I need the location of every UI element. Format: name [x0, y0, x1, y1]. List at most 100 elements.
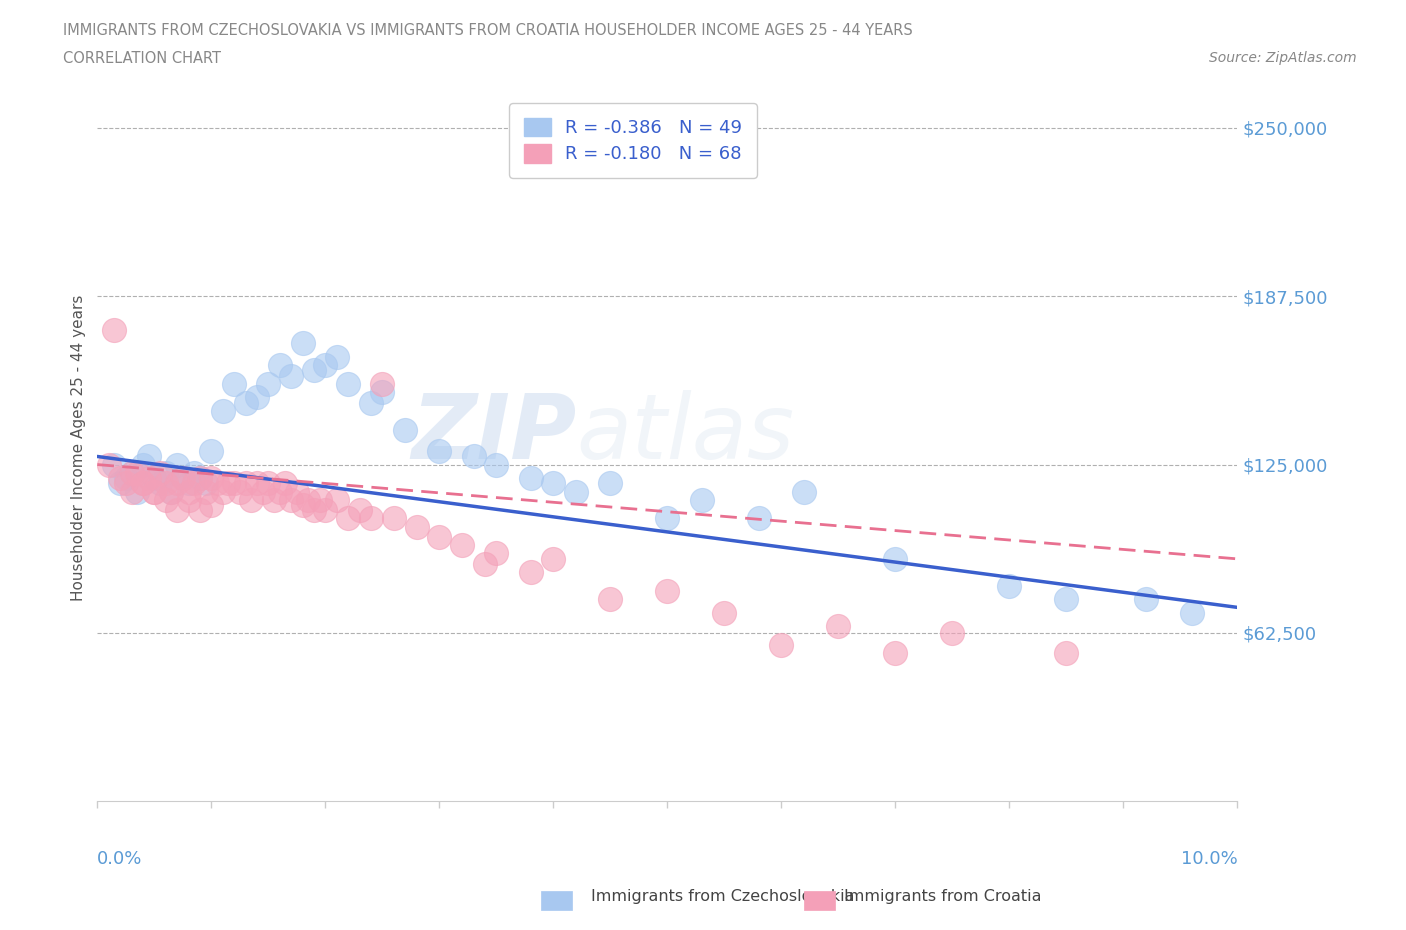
Point — [108, 476, 131, 491]
Point — [770, 638, 793, 653]
Point — [155, 492, 177, 507]
Point — [138, 471, 160, 485]
Point — [132, 476, 155, 491]
Point — [337, 511, 360, 525]
Point — [451, 538, 474, 552]
Point — [349, 503, 371, 518]
Point — [166, 503, 188, 518]
Text: 0.0%: 0.0% — [97, 850, 143, 868]
Text: 10.0%: 10.0% — [1181, 850, 1237, 868]
Point — [97, 458, 120, 472]
Point — [382, 511, 405, 525]
Point — [166, 458, 188, 472]
Point — [405, 519, 427, 534]
Point — [240, 492, 263, 507]
Point — [302, 503, 325, 518]
Point — [257, 377, 280, 392]
Point — [485, 546, 508, 561]
Point — [748, 511, 770, 525]
Point — [543, 551, 565, 566]
Point — [177, 492, 200, 507]
Point — [183, 465, 205, 480]
Text: Source: ZipAtlas.com: Source: ZipAtlas.com — [1209, 51, 1357, 65]
Point — [103, 323, 125, 338]
Point — [1054, 591, 1077, 606]
Point — [371, 377, 394, 392]
Point — [485, 458, 508, 472]
Point — [302, 363, 325, 378]
Legend: R = -0.386   N = 49, R = -0.180   N = 68: R = -0.386 N = 49, R = -0.180 N = 68 — [509, 103, 756, 178]
Point — [269, 357, 291, 372]
Point — [941, 626, 963, 641]
Point — [172, 471, 194, 485]
Point — [200, 444, 222, 458]
Point — [155, 465, 177, 480]
Point — [132, 458, 155, 472]
Point — [1054, 645, 1077, 660]
Point — [543, 476, 565, 491]
Point — [713, 605, 735, 620]
Text: Immigrants from Czechoslovakia: Immigrants from Czechoslovakia — [591, 889, 853, 904]
Text: Immigrants from Croatia: Immigrants from Croatia — [844, 889, 1040, 904]
Point — [519, 471, 541, 485]
Point — [188, 471, 211, 485]
Point — [314, 503, 336, 518]
Point — [194, 476, 217, 491]
Text: atlas: atlas — [576, 390, 794, 478]
Point — [194, 485, 217, 499]
Point — [657, 511, 679, 525]
Point — [884, 551, 907, 566]
Point — [599, 476, 621, 491]
Point — [463, 449, 485, 464]
Point — [280, 368, 302, 383]
Point — [474, 557, 496, 572]
Point — [252, 485, 274, 499]
Point — [274, 476, 297, 491]
Text: CORRELATION CHART: CORRELATION CHART — [63, 51, 221, 66]
Point — [103, 458, 125, 472]
Point — [172, 471, 194, 485]
Point — [246, 390, 269, 405]
Point — [211, 404, 233, 418]
Text: IMMIGRANTS FROM CZECHOSLOVAKIA VS IMMIGRANTS FROM CROATIA HOUSEHOLDER INCOME AGE: IMMIGRANTS FROM CZECHOSLOVAKIA VS IMMIGR… — [63, 23, 912, 38]
Point — [793, 485, 815, 499]
Point — [188, 471, 211, 485]
Point — [143, 485, 166, 499]
Point — [314, 357, 336, 372]
Point — [360, 511, 382, 525]
Point — [394, 422, 416, 437]
Point — [121, 465, 143, 480]
Point — [200, 471, 222, 485]
Text: ZIP: ZIP — [411, 390, 576, 478]
Point — [177, 476, 200, 491]
Point — [224, 476, 246, 491]
Point — [127, 485, 149, 499]
Point — [1181, 605, 1204, 620]
Point — [291, 336, 314, 351]
Point — [599, 591, 621, 606]
Point — [115, 471, 138, 485]
Point — [280, 492, 302, 507]
Point — [115, 476, 138, 491]
Point — [138, 449, 160, 464]
Point — [224, 377, 246, 392]
Point — [177, 485, 200, 499]
Point — [690, 492, 713, 507]
Point — [326, 350, 349, 365]
Point — [121, 465, 143, 480]
Point — [143, 485, 166, 499]
Point — [827, 618, 849, 633]
Point — [149, 465, 172, 480]
Point — [427, 530, 450, 545]
Point — [360, 395, 382, 410]
Point — [235, 395, 257, 410]
Point — [257, 476, 280, 491]
Point — [998, 578, 1021, 593]
Point — [229, 485, 252, 499]
Point — [188, 503, 211, 518]
Point — [127, 465, 149, 480]
Point — [143, 471, 166, 485]
Y-axis label: Householder Income Ages 25 - 44 years: Householder Income Ages 25 - 44 years — [72, 295, 86, 601]
Point — [217, 476, 239, 491]
Point — [884, 645, 907, 660]
